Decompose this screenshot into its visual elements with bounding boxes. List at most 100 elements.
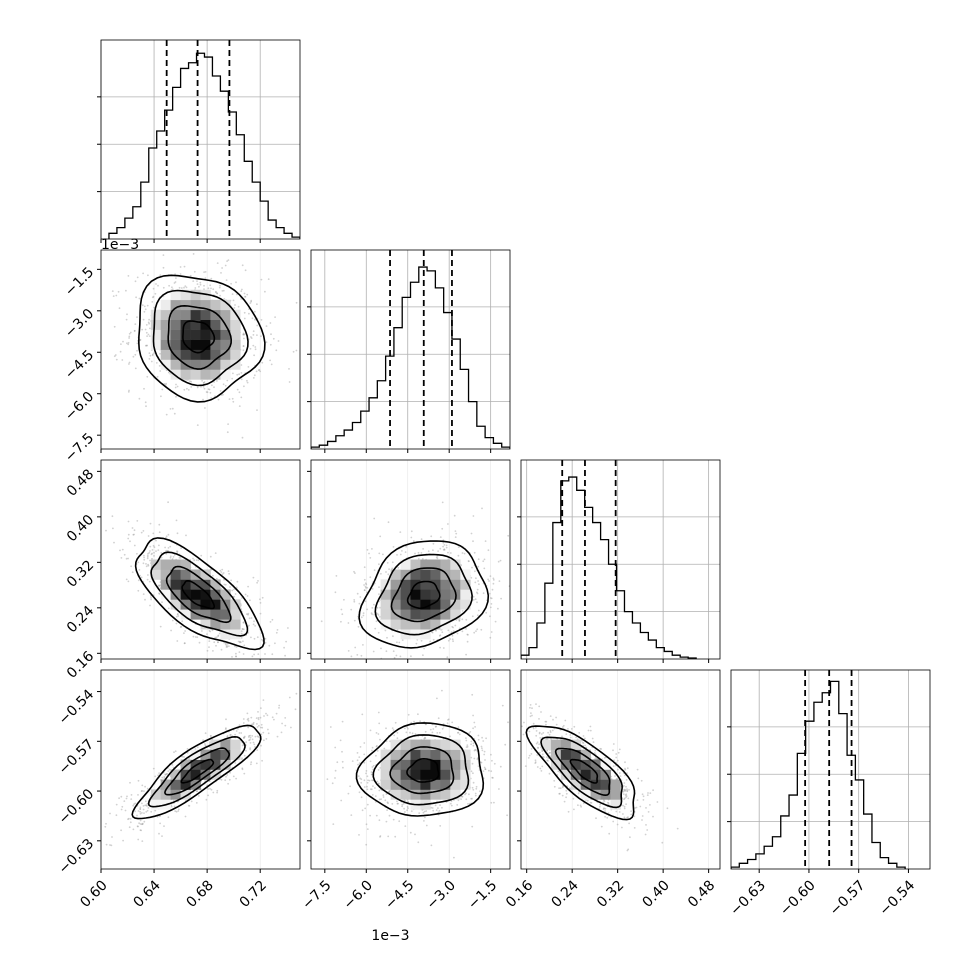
scatter-point (241, 628, 244, 630)
scatter-point (447, 719, 449, 721)
scatter-point (128, 335, 131, 338)
scatter-point (252, 334, 255, 336)
scatter-point (375, 745, 378, 748)
scatter-point (474, 726, 476, 728)
scatter-point (212, 791, 215, 794)
scatter-point (604, 807, 607, 810)
density-cell (400, 599, 411, 610)
scatter-point (193, 559, 196, 562)
contour-0 (406, 757, 440, 783)
scatter-point (255, 762, 258, 765)
scatter-point (341, 750, 343, 753)
scatter-point (432, 638, 435, 641)
scatter-point (136, 825, 139, 828)
scatter-point (157, 774, 160, 777)
scatter-point (137, 589, 140, 592)
scatter-point (112, 527, 114, 530)
scatter-point (322, 671, 324, 673)
scatter-point (391, 561, 394, 564)
scatter-point (377, 782, 380, 785)
scatter-point (212, 288, 215, 291)
scatter-point (360, 778, 363, 781)
scatter-point (498, 580, 501, 582)
scatter-point (393, 734, 396, 737)
scatter-point (203, 381, 206, 383)
scatter-point (461, 618, 464, 621)
scatter-point (418, 812, 421, 814)
scatter-point (466, 633, 469, 636)
scatter-point (488, 769, 490, 772)
scatter-point (347, 622, 350, 624)
scatter-point (144, 800, 147, 803)
scatter-point (152, 532, 155, 535)
scatter-point (275, 349, 278, 352)
scatter-point (133, 533, 135, 536)
scatter-point (136, 814, 138, 817)
scatter-point (236, 293, 238, 296)
scatter-point (169, 408, 172, 410)
scatter-point (192, 280, 195, 282)
scatter-point (246, 718, 249, 721)
scatter-point (204, 732, 207, 735)
scatter-point (201, 630, 203, 632)
scatter-point (146, 375, 149, 378)
scatter-point (259, 598, 261, 601)
scatter-point (447, 639, 450, 642)
scatter-point (120, 795, 123, 798)
scatter-point (171, 286, 173, 289)
scatter-point (369, 557, 372, 559)
scatter-point (183, 286, 185, 289)
scatter-point (223, 578, 225, 581)
density-cell (160, 299, 171, 311)
density-cell (210, 619, 221, 630)
scatter-point (492, 579, 495, 581)
scatter-point (238, 651, 241, 653)
scatter-point (90, 856, 92, 858)
density-cell (400, 789, 411, 800)
scatter-point (153, 546, 156, 548)
scatter-point (156, 375, 159, 378)
density-cell (180, 289, 191, 301)
scatter-point (487, 661, 489, 663)
scatter-point (271, 716, 274, 719)
scatter-point (242, 663, 244, 665)
scatter-point (235, 652, 237, 655)
scatter-point (162, 254, 165, 256)
scatter-point (151, 301, 154, 303)
scatter-point (235, 655, 238, 658)
scatter-point (278, 660, 280, 662)
scatter-point (468, 793, 470, 796)
scatter-point (438, 731, 441, 734)
scatter-point (255, 370, 258, 373)
scatter-point (350, 655, 353, 658)
scatter-point (455, 532, 458, 535)
scatter-point (261, 759, 263, 762)
scatter-point (241, 757, 243, 759)
density-cell (410, 609, 421, 620)
scatter-point (371, 607, 374, 609)
scatter-point (447, 551, 449, 554)
scatter-point (161, 776, 164, 779)
scatter-point (484, 759, 486, 761)
scatter-point (425, 723, 427, 726)
scatter-point (376, 750, 379, 752)
scatter-point (387, 521, 390, 524)
density-cell (200, 339, 211, 350)
scatter-point (146, 557, 149, 560)
density-cell (420, 589, 431, 600)
density-cell (200, 569, 211, 580)
scatter-point (395, 654, 398, 657)
contour-1 (164, 747, 231, 796)
scatter-point (240, 298, 242, 300)
scatter-point (387, 802, 389, 805)
scatter-point (242, 718, 245, 720)
scatter-point (141, 790, 143, 792)
scatter-point (157, 284, 159, 287)
contour-2 (152, 289, 249, 387)
scatter-point (436, 732, 439, 734)
scatter-point (457, 554, 460, 557)
density-cell (170, 769, 181, 780)
scatter-point (243, 754, 246, 757)
density-cell (150, 569, 162, 580)
density-cell (230, 329, 241, 340)
